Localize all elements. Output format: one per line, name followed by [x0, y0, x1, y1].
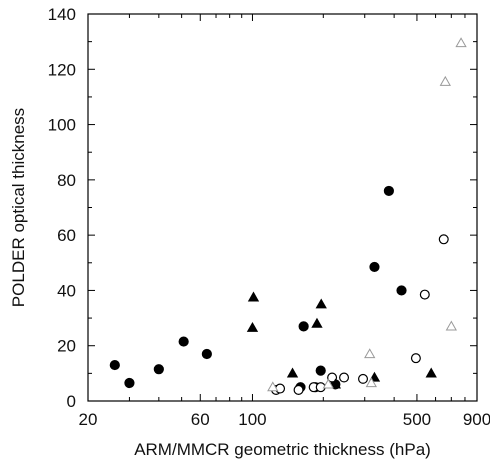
open-triangle-point [322, 378, 334, 389]
filled-triangle-point [329, 378, 341, 389]
open-circle-point [293, 384, 304, 395]
x-tick-label: 20 [79, 410, 98, 429]
x-axis-ticks: 20 60 100 500 900 [79, 14, 490, 429]
y-axis-title: POLDER optical thickness [9, 108, 28, 307]
filled-circle-point [201, 348, 212, 360]
y-tick-label: 60 [57, 226, 76, 245]
open-triangle-point [455, 37, 467, 48]
open-circle-point [339, 372, 350, 383]
open-circle-point [275, 383, 286, 394]
filled-triangle-point [247, 291, 260, 302]
filled-circle-point [298, 321, 309, 332]
y-tick-label: 140 [48, 5, 76, 24]
y-tick-label: 40 [57, 281, 76, 300]
open-circle-point [410, 353, 421, 364]
filled-triangle-point [315, 298, 327, 309]
open-circle-point [358, 373, 369, 384]
y-tick-label: 120 [48, 60, 76, 79]
open-triangle-point [267, 381, 279, 392]
plot-frame [87, 13, 478, 402]
filled-circle-point [153, 364, 164, 375]
x-tick-label: 900 [463, 410, 490, 429]
y-tick-label: 80 [57, 171, 76, 190]
y-tick-label: 20 [57, 337, 76, 356]
open-triangle-point [439, 75, 451, 86]
filled-triangle-point [286, 367, 299, 378]
y-tick-label: 0 [67, 392, 76, 411]
filled-circle-point [383, 185, 394, 197]
y-axis-ticks: 0 20 40 60 80 100 120 140 [48, 5, 477, 411]
filled-circle-point [315, 365, 326, 376]
filled-circle-point [178, 336, 189, 347]
filled-circle-point [396, 285, 407, 296]
filled-triangle-point [311, 317, 323, 328]
open-circle-point [438, 234, 449, 245]
data-points [109, 37, 467, 395]
filled-triangle-point [425, 367, 437, 378]
x-axis-title: ARM/MMCR geometric thickness (hPa) [134, 440, 431, 459]
y-tick-label: 100 [48, 116, 76, 135]
filled-triangle-point [246, 321, 259, 332]
open-triangle-point [445, 320, 457, 331]
x-tick-label: 60 [191, 410, 210, 429]
open-triangle-point [365, 377, 377, 388]
open-circle-point [327, 372, 338, 383]
open-triangle-point [364, 348, 376, 359]
filled-circle-point [369, 261, 380, 273]
filled-circle-point [109, 359, 120, 371]
x-tick-label: 100 [238, 410, 266, 429]
open-circle-point [419, 289, 430, 300]
x-tick-label: 500 [403, 410, 431, 429]
filled-circle-point [124, 377, 135, 389]
